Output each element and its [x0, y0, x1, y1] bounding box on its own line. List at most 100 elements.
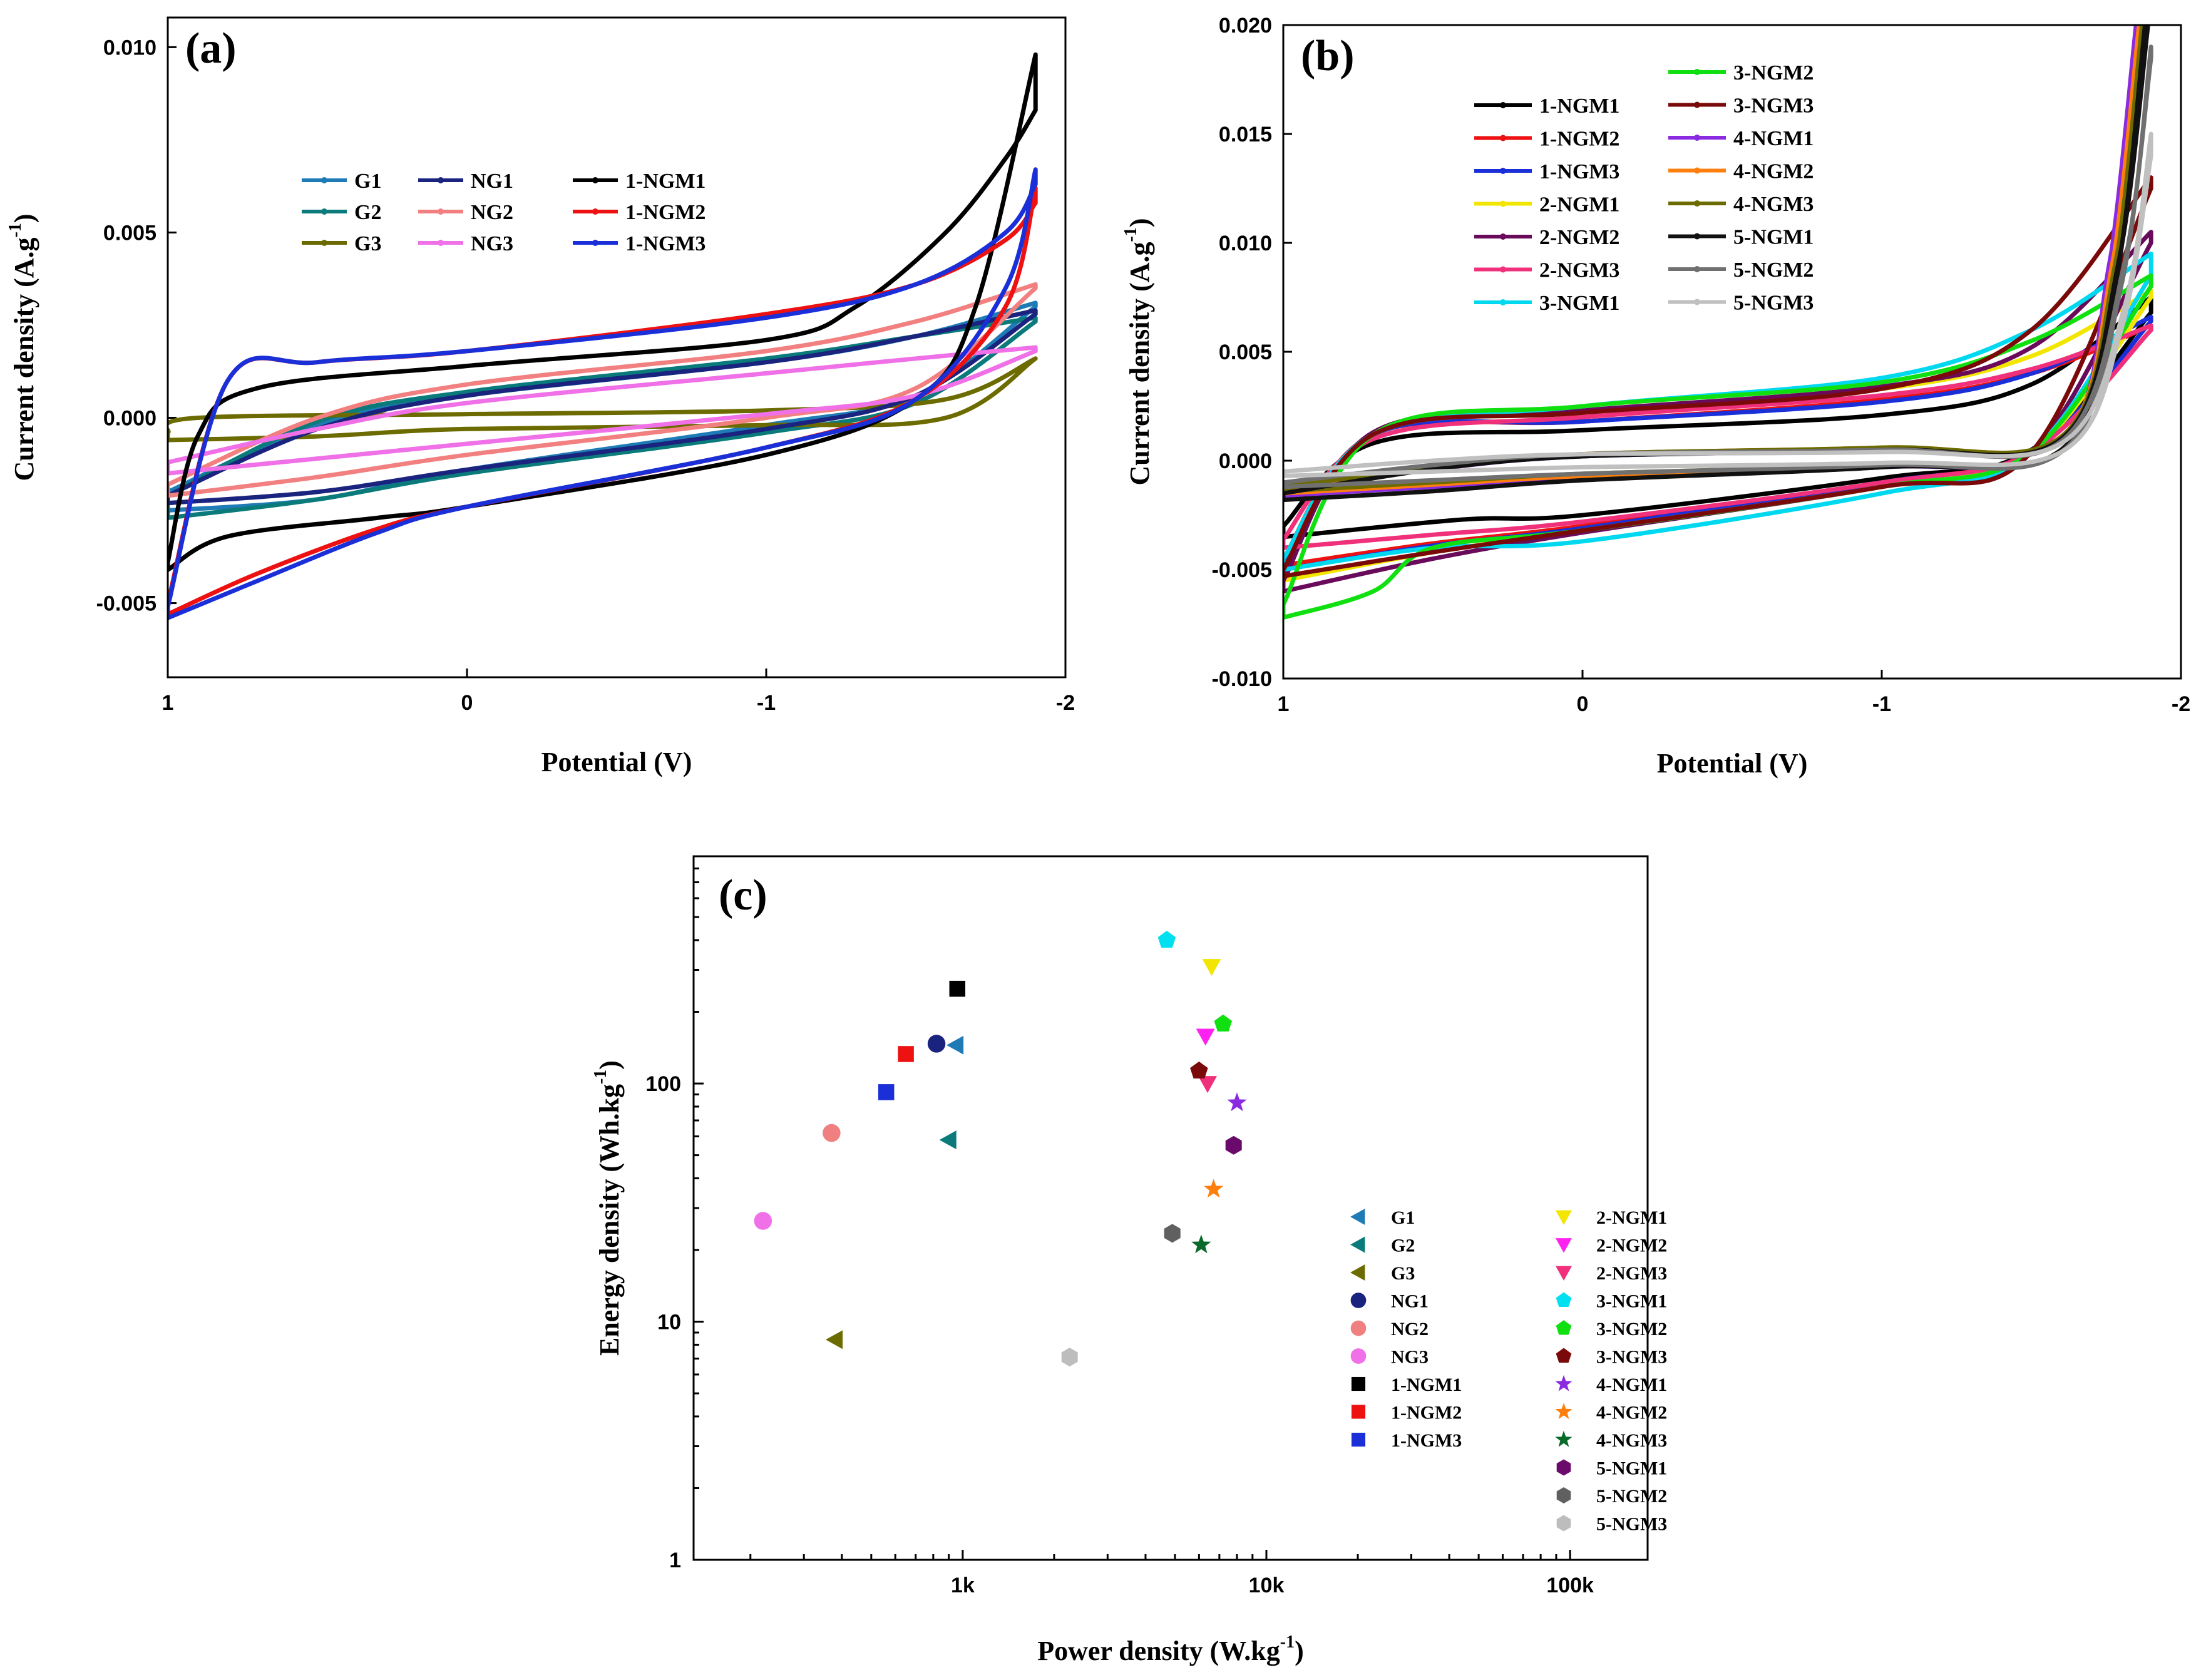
- panel-c-point-g1: [947, 1035, 964, 1055]
- panel-b-legend-item-3-ngm1: 3-NGM1: [1474, 292, 1619, 315]
- panel-b-ytick-label: -0.005: [1212, 558, 1272, 582]
- panel-a-ytick-label: -0.005: [96, 592, 156, 616]
- panel-c-xtick-label: 1k: [951, 1574, 975, 1597]
- panel-c-legend-marker: [1351, 1376, 1366, 1391]
- panel-b-ytick-label: -0.010: [1212, 667, 1272, 691]
- panel-c-point-ng2: [823, 1124, 841, 1142]
- panel-c-point-5-ngm3: [1061, 1348, 1078, 1367]
- panel-a-curve-g2: [168, 315, 1038, 520]
- panel-c-legend-label: 4-NGM3: [1596, 1430, 1667, 1451]
- panel-c-legend-label: 1-NGM1: [1391, 1375, 1462, 1395]
- panel-b-ytick-label: 0.005: [1219, 341, 1272, 364]
- panel-b-legend-label: 3-NGM2: [1733, 61, 1814, 85]
- panel-a-curves: [168, 52, 1038, 620]
- panel-b-curve-3-ngm2: [1283, 273, 2153, 620]
- panel-a-y-axis-label: Current density (A.g-1): [6, 213, 39, 481]
- panel-a-legend-label: NG1: [471, 170, 513, 193]
- panel-b-legend-item-5-ngm1: 5-NGM1: [1668, 226, 1814, 249]
- panel-c-legend-item-2-ngm1: 2-NGM1: [1556, 1207, 1667, 1228]
- panel-c-point-2-ngm3: [1198, 1076, 1217, 1094]
- panel-c-legend-label: 5-NGM1: [1596, 1458, 1667, 1479]
- panel-b-y-axis-label-end: ): [1124, 218, 1155, 227]
- panel-b-xtick-label: -1: [1872, 692, 1891, 716]
- panel-b-legend-label: 4-NGM3: [1733, 193, 1814, 216]
- panel-a-y-axis-label-end: ): [9, 213, 39, 223]
- panel-c-legend-item-g3: G3: [1350, 1263, 1415, 1284]
- panel-c-legend-label: 1-NGM3: [1391, 1430, 1462, 1451]
- panel-c-legend-marker: [1556, 1210, 1572, 1225]
- panel-c-legend-item-ng2: NG2: [1350, 1319, 1429, 1339]
- panel-b-legend-item-4-ngm3: 4-NGM3: [1668, 193, 1814, 216]
- panel-b-legend-dot: [1694, 299, 1700, 305]
- panel-b-ytick-label: 0.000: [1219, 449, 1272, 473]
- panel-c-legend-label: G3: [1391, 1263, 1415, 1284]
- panel-b-voltammogram: 1 0 -1 -2 -0.010 -0.005 0.000 0.005 0.010 0.015 0.…: [1121, 14, 2190, 779]
- panel-c-point-4-ngm3: [1191, 1234, 1211, 1254]
- panel-a-legend-label: NG2: [471, 201, 513, 224]
- panel-b-curve-5-ngm3: [1283, 131, 2153, 478]
- panel-b-legend-dot: [1500, 168, 1506, 174]
- panel-c-legend-marker: [1555, 1430, 1573, 1447]
- panel-c-legend-item-4-ngm1: 4-NGM1: [1555, 1375, 1667, 1395]
- panel-c-legend-label: G2: [1391, 1236, 1415, 1256]
- panel-c-legend-item-3-ngm3: 3-NGM3: [1556, 1347, 1667, 1368]
- panel-a-xtick-label: -2: [1056, 691, 1075, 715]
- panel-c-legend-label: 5-NGM2: [1596, 1486, 1667, 1507]
- panel-c-legend-marker: [1556, 1320, 1572, 1335]
- panel-c-legend-item-5-ngm2: 5-NGM2: [1556, 1486, 1667, 1507]
- panel-a-y-axis-label-sup: -1: [6, 223, 25, 237]
- panel-b-legend-item-2-ngm1: 2-NGM1: [1474, 193, 1619, 217]
- panel-a-legend-label: 1-NGM1: [625, 170, 705, 193]
- panel-c-legend-item-4-ngm3: 4-NGM3: [1555, 1430, 1667, 1451]
- panel-c-legend-label: 2-NGM2: [1596, 1236, 1667, 1256]
- panel-c-legend-item-ng1: NG1: [1350, 1291, 1429, 1312]
- panel-b-x-axis-label: Potential (V): [1657, 748, 1808, 779]
- panel-c-legend-marker: [1556, 1515, 1571, 1532]
- panel-a-legend-item-ng1: NG1: [418, 170, 513, 193]
- panel-b-xtick-label: 1: [1278, 692, 1290, 716]
- panel-c-ytick-label: 100: [645, 1072, 681, 1096]
- panel-b-legend-dot: [1694, 167, 1700, 174]
- panel-c-legend-marker: [1556, 1459, 1571, 1476]
- panel-c-point-5-ngm2: [1164, 1224, 1181, 1243]
- panel-b-legend-dot: [1694, 200, 1700, 207]
- panel-b-legend-dot: [1500, 266, 1506, 273]
- panel-c-label: (c): [719, 871, 767, 919]
- panel-c-legend-item-1-ngm3: 1-NGM3: [1351, 1430, 1462, 1451]
- panel-b-legend-dot: [1694, 233, 1700, 240]
- panel-c-point-g3: [826, 1330, 843, 1350]
- panel-b-legend-label: 4-NGM2: [1733, 160, 1814, 183]
- panel-c-legend-marker: [1556, 1266, 1572, 1281]
- panel-c-legend-item-g2: G2: [1350, 1236, 1415, 1256]
- panel-c-point-5-ngm1: [1225, 1135, 1242, 1155]
- panel-a-legend-dot: [592, 208, 598, 215]
- panel-a-legend-label: G1: [354, 170, 381, 193]
- panel-c-legend-label: 5-NGM3: [1596, 1514, 1667, 1535]
- panel-b-legend-label: 5-NGM2: [1733, 259, 1814, 282]
- panel-c-legend-item-ng3: NG3: [1350, 1347, 1429, 1368]
- panel-c-legend-marker: [1556, 1292, 1572, 1307]
- panel-b-legend-dot: [1694, 101, 1700, 108]
- panel-b-legend-label: 5-NGM1: [1733, 226, 1814, 249]
- panel-c-legend-item-g1: G1: [1350, 1207, 1415, 1228]
- panel-c-legend-marker: [1555, 1375, 1573, 1391]
- panel-b-y-axis-label-sup: -1: [1121, 227, 1141, 242]
- panel-a-frame: [167, 16, 1067, 679]
- panel-b-y-axis-label: Current density (A.g-1): [1121, 218, 1155, 485]
- panel-b-legend-dot: [1500, 102, 1506, 108]
- panel-b-y-axis-label-main: Current density (A.g: [1124, 242, 1155, 485]
- panel-c-legend-marker: [1556, 1238, 1572, 1253]
- panel-b-legend-item-1-ngm2: 1-NGM2: [1474, 128, 1619, 151]
- panel-c-point-3-ngm1: [1157, 931, 1176, 948]
- panel-a-legend-dot: [592, 177, 598, 183]
- panel-b-ytick-label: 0.015: [1219, 123, 1272, 146]
- panel-a-legend-item-1-ngm2: 1-NGM2: [573, 201, 705, 224]
- panel-a-legend-item-g1: G1: [302, 170, 381, 193]
- panel-a-y-axis-label-main: Current density (A.g: [9, 237, 39, 481]
- panel-c-legend-label: 3-NGM2: [1596, 1319, 1667, 1339]
- panel-b-legend-label: 1-NGM3: [1539, 160, 1619, 183]
- panel-c-x-axis-label-end: ): [1295, 1636, 1304, 1666]
- panel-c-legend-label: G1: [1391, 1207, 1415, 1228]
